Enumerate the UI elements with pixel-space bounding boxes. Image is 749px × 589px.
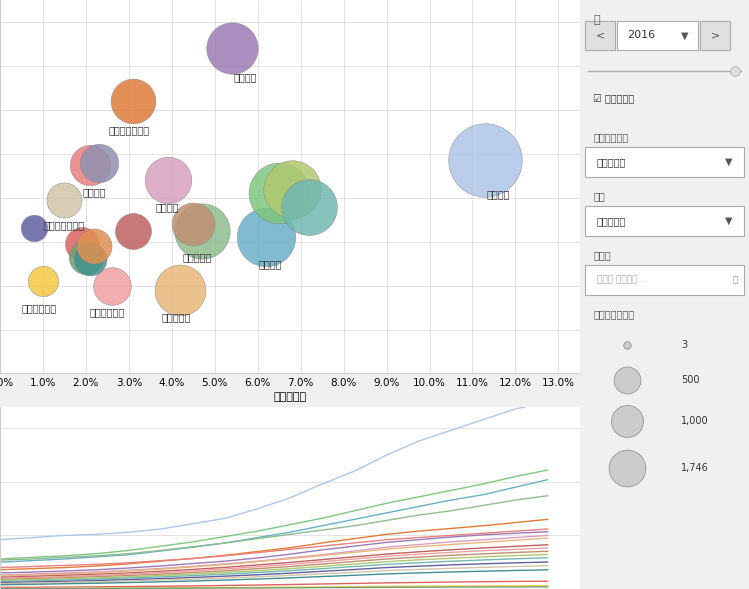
Bar <box>585 265 744 294</box>
Text: ☑ 履歴の表示: ☑ 履歴の表示 <box>593 94 634 104</box>
Point <box>127 226 139 236</box>
Text: すみれが丘地区: すみれが丘地区 <box>109 125 149 135</box>
X-axis label: 域内構成比: 域内構成比 <box>273 392 306 402</box>
Text: 東山田地区: 東山田地区 <box>583 465 613 475</box>
Text: 北山田地区: 北山田地区 <box>162 312 191 322</box>
Text: 2016: 2016 <box>627 31 655 40</box>
Text: 性別: 性別 <box>593 191 605 201</box>
Point <box>226 44 238 53</box>
Text: 仲町台地区: 仲町台地区 <box>183 253 212 263</box>
Text: ▼: ▼ <box>725 216 733 226</box>
Bar <box>700 21 730 50</box>
Point <box>175 285 187 294</box>
Text: 大棚地区: 大棚地区 <box>82 187 106 197</box>
Text: 地区名 のハイラ...: 地区名 のハイラ... <box>597 275 646 284</box>
Text: 1,000: 1,000 <box>682 416 709 426</box>
Bar <box>585 147 744 177</box>
Text: 年: 年 <box>593 15 600 25</box>
Text: 勝田地区: 勝田地区 <box>233 72 257 82</box>
Point <box>84 254 96 264</box>
Text: 1,746: 1,746 <box>682 464 709 473</box>
Point <box>37 276 49 286</box>
Text: （すべて）: （すべて） <box>597 157 626 167</box>
Point <box>273 188 285 198</box>
Point <box>303 202 315 211</box>
Text: 🔍: 🔍 <box>733 275 738 284</box>
Text: 茅ケ崎中央地区: 茅ケ崎中央地区 <box>44 220 85 230</box>
Text: 3: 3 <box>682 340 688 349</box>
Point <box>58 195 70 204</box>
Point <box>93 158 105 167</box>
Text: 川和地区: 川和地区 <box>583 397 607 407</box>
Text: コード付地区: コード付地区 <box>593 133 628 143</box>
Text: >: > <box>711 31 720 40</box>
Text: ▼: ▼ <box>681 31 688 40</box>
Point <box>286 184 298 194</box>
Text: 500: 500 <box>682 375 700 385</box>
Text: （すべて）: （すべて） <box>597 216 626 226</box>
Text: 地区名: 地区名 <box>593 250 611 260</box>
Text: 牛久保西地区: 牛久保西地区 <box>21 303 56 313</box>
Text: ▼: ▼ <box>725 157 733 167</box>
Point <box>261 233 273 242</box>
Bar <box>585 21 616 50</box>
Bar <box>617 21 698 50</box>
Text: 川和地区: 川和地区 <box>487 189 510 199</box>
Point <box>162 176 174 185</box>
Point <box>28 224 40 233</box>
Point <box>127 97 139 106</box>
Point <box>196 226 208 236</box>
Point <box>80 252 92 262</box>
Point <box>88 241 100 251</box>
Text: 茅ケ崎南地区: 茅ケ崎南地区 <box>90 307 125 317</box>
Text: 早渕地区: 早渕地区 <box>156 202 179 212</box>
Text: 中川地区: 中川地区 <box>259 259 282 269</box>
Bar <box>585 206 744 236</box>
Text: 後期高齢者人口: 後期高齢者人口 <box>593 309 634 319</box>
Point <box>479 155 491 165</box>
Text: <: < <box>595 31 604 40</box>
Point <box>76 239 88 249</box>
Point <box>106 281 118 290</box>
Point <box>187 219 199 229</box>
Point <box>84 160 96 170</box>
